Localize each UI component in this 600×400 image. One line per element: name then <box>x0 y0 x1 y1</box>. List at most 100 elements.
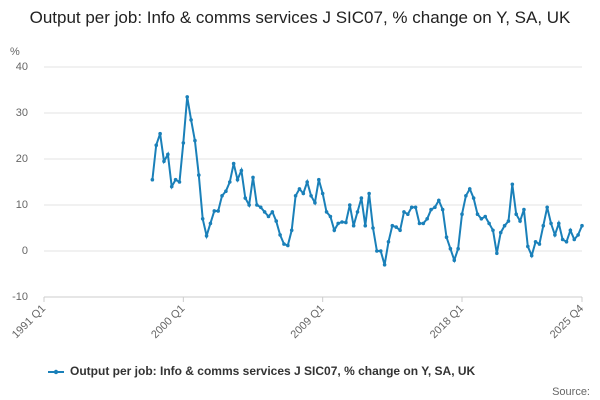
data-point <box>510 182 515 187</box>
data-point <box>227 180 232 184</box>
data-point <box>231 161 236 166</box>
data-point <box>255 203 259 207</box>
data-point <box>417 221 422 226</box>
data-point <box>344 220 348 225</box>
data-point <box>526 244 530 249</box>
data-point <box>197 173 201 177</box>
data-point <box>189 118 193 122</box>
data-point <box>208 221 213 226</box>
data-point <box>301 191 306 196</box>
data-point <box>572 237 577 242</box>
data-point <box>166 152 170 157</box>
data-point <box>378 249 383 253</box>
data-point <box>556 221 561 226</box>
data-point <box>409 205 414 210</box>
x-tick-label: 2018 Q1 <box>428 303 466 341</box>
legend-label: Output per job: Info & comms services J … <box>70 364 476 378</box>
data-point <box>200 217 205 221</box>
data-point <box>286 243 290 248</box>
data-point <box>185 95 190 99</box>
x-tick-label: 2009 Q1 <box>289 303 327 341</box>
y-tick-label: 10 <box>16 199 28 211</box>
data-point <box>340 220 344 224</box>
data-point <box>440 207 445 212</box>
data-point <box>421 221 426 226</box>
data-point <box>328 214 333 219</box>
data-point <box>545 205 549 210</box>
data-point <box>549 221 553 226</box>
data-point <box>162 159 166 164</box>
data-point <box>471 196 476 200</box>
data-point <box>475 212 480 216</box>
data-point <box>425 217 429 221</box>
data-point <box>251 175 255 180</box>
data-point <box>371 226 375 230</box>
data-point <box>154 143 159 147</box>
data-point <box>363 223 368 228</box>
data-point <box>158 131 162 136</box>
y-tick-label: 30 <box>16 107 28 119</box>
data-point <box>460 212 464 216</box>
data-point <box>309 194 313 198</box>
data-point <box>580 223 584 228</box>
data-point <box>483 214 488 219</box>
data-point <box>351 223 356 228</box>
data-point <box>433 205 437 210</box>
data-point <box>498 230 503 235</box>
data-point <box>413 205 418 210</box>
y-tick-label: 20 <box>16 153 28 165</box>
legend-item: Output per job: Info & comms services J … <box>48 364 476 378</box>
data-point <box>224 189 228 193</box>
data-point <box>514 212 519 216</box>
chart-title: Output per job: Info & comms services J … <box>29 8 571 27</box>
data-point <box>274 219 279 223</box>
data-point <box>560 237 565 242</box>
data-point <box>444 235 449 239</box>
data-point <box>491 228 495 233</box>
data-point <box>467 187 472 191</box>
data-point <box>266 214 271 219</box>
data-point <box>502 223 507 228</box>
data-point <box>576 233 580 237</box>
data-point <box>537 242 542 246</box>
data-point <box>212 209 217 213</box>
data-point <box>305 180 309 184</box>
data-point <box>367 191 371 196</box>
data-point <box>553 233 557 237</box>
legend-dot <box>53 369 59 375</box>
data-point <box>313 200 317 205</box>
y-tick-label: 40 <box>16 61 28 73</box>
data-point <box>398 228 402 233</box>
data-point <box>347 203 352 207</box>
data-point <box>336 221 340 226</box>
data-point <box>262 210 267 214</box>
data-point <box>518 219 522 223</box>
data-point <box>324 210 329 214</box>
data-point <box>258 205 263 210</box>
y-tick-label: -10 <box>12 291 28 303</box>
data-point <box>173 177 178 182</box>
data-point <box>239 168 244 173</box>
data-point <box>220 194 224 198</box>
data-point <box>390 223 395 228</box>
y-axis-label: % <box>10 46 20 58</box>
data-point <box>216 209 220 213</box>
data-point <box>270 210 275 214</box>
data-point <box>297 187 302 191</box>
data-point <box>533 240 538 244</box>
data-point <box>289 228 294 233</box>
data-point <box>506 219 511 223</box>
data-point <box>320 191 325 196</box>
x-tick-label: 1991 Q1 <box>10 303 48 341</box>
data-point <box>564 240 569 244</box>
data-point <box>402 210 406 214</box>
x-tick-label: 2025 Q4 <box>548 303 586 341</box>
data-point <box>332 228 337 233</box>
data-point <box>522 207 526 212</box>
data-point <box>355 210 360 214</box>
data-point <box>456 246 460 251</box>
data-point <box>568 228 573 233</box>
data-point <box>448 246 453 251</box>
data-point <box>394 225 399 229</box>
x-tick-label: 2000 Q1 <box>149 303 187 341</box>
